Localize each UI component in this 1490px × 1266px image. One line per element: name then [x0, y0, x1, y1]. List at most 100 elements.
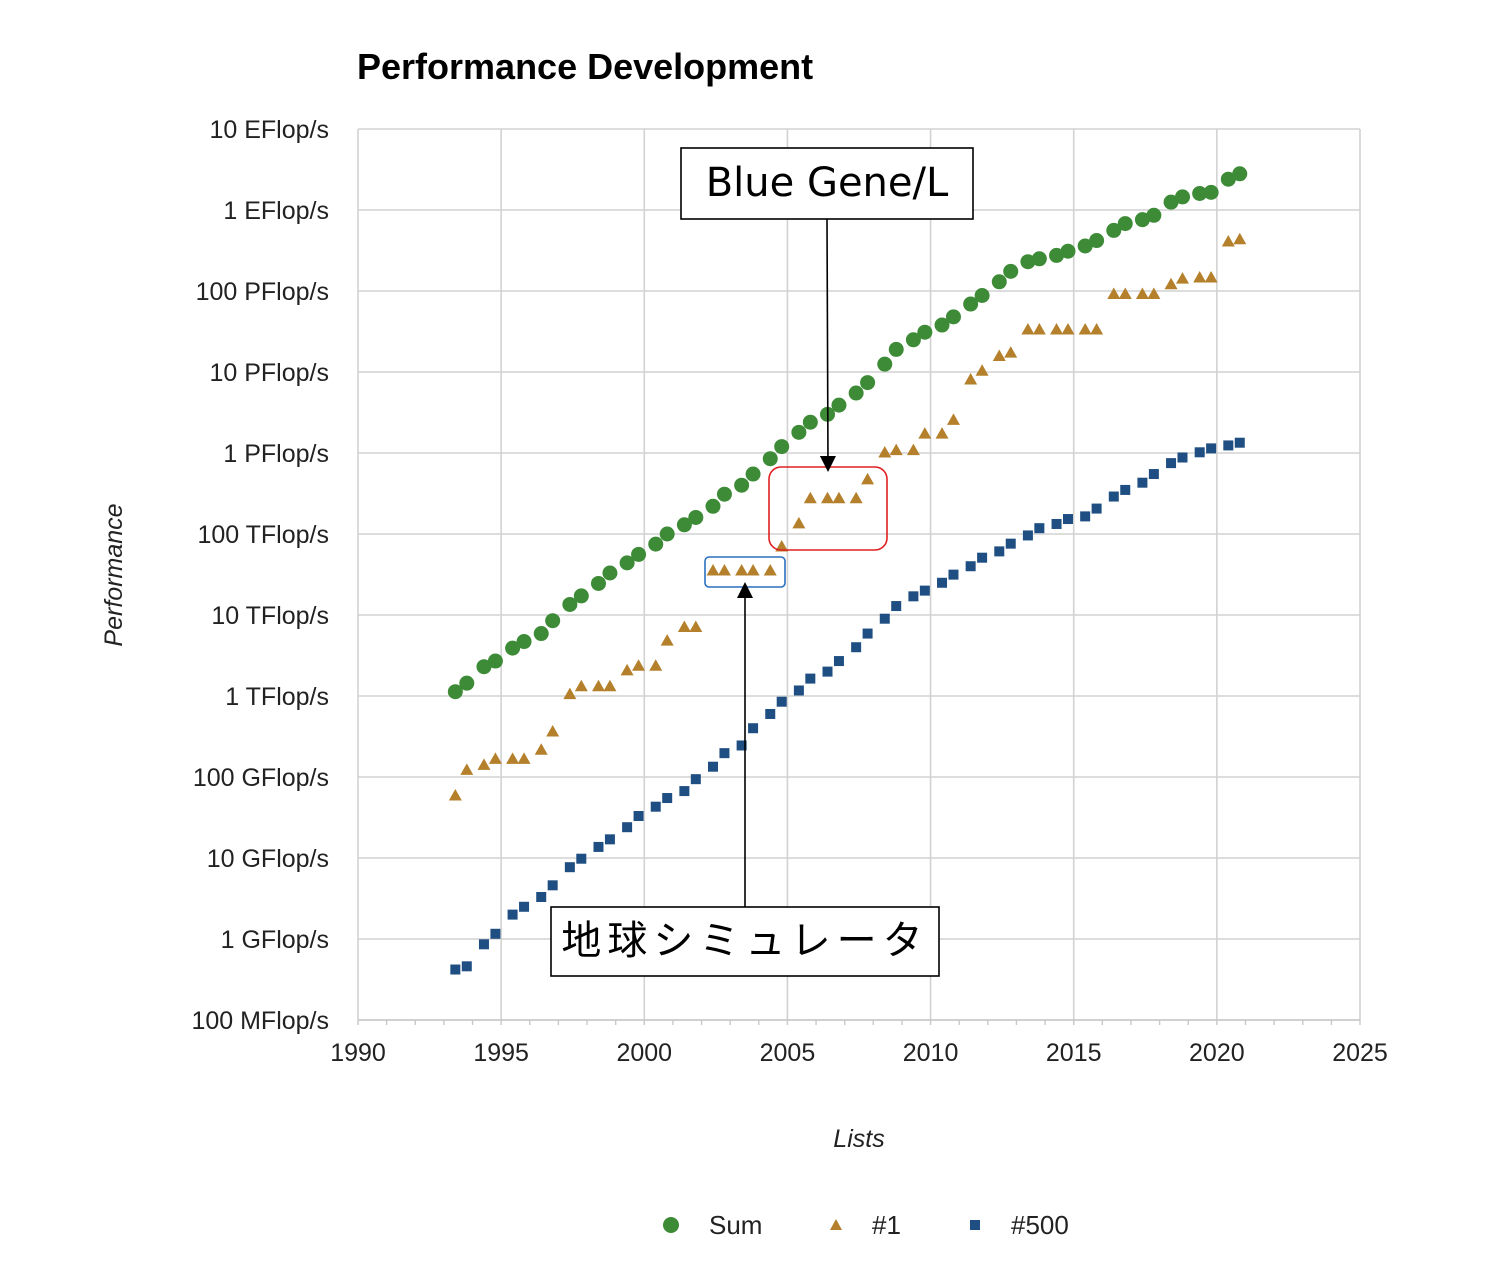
sum-point	[1049, 247, 1065, 263]
rank500-point	[919, 585, 930, 596]
y-tick-label: 100 TFlop/s	[197, 521, 329, 549]
rank500-point	[736, 740, 747, 751]
x-tick-labels: 1990 1995 2000 2005 2010 2015 2020 2025	[330, 1039, 1388, 1067]
x-tick-label: 2010	[903, 1039, 959, 1067]
minor-ticks	[357, 1020, 1361, 1025]
rank500-point	[851, 642, 862, 653]
sum-point	[1203, 184, 1219, 200]
legend-500-marker	[970, 1220, 980, 1230]
sum-point	[888, 341, 904, 357]
y-tick-label: 10 TFlop/s	[211, 602, 329, 630]
rank500-point	[719, 748, 730, 759]
y-tick-labels: 10 EFlop/s 1 EFlop/s 100 PFlop/s 10 PFlop/s…	[191, 116, 329, 1035]
rank500-point	[977, 552, 988, 563]
rank500-point	[908, 591, 919, 602]
sum-point	[934, 317, 950, 333]
top1-point	[1118, 287, 1132, 300]
y-axis-title: Performance	[100, 503, 128, 646]
sum-point	[963, 296, 979, 312]
grid	[357, 128, 1361, 1021]
top1-point	[1078, 322, 1092, 335]
sum-point	[590, 575, 606, 591]
rank500-point	[805, 673, 816, 684]
rank500-point	[650, 801, 661, 812]
sum-point	[1003, 263, 1019, 279]
earth-simulator-label: 地球シミュレータ	[561, 918, 928, 964]
rank500-point	[593, 841, 604, 852]
sum-point	[945, 309, 961, 325]
rank500-point	[994, 546, 1005, 557]
top1-point	[1135, 287, 1149, 300]
sum-point	[659, 526, 675, 542]
rank500-point	[547, 880, 558, 891]
rank500-point	[1062, 514, 1073, 525]
x-tick-label: 2025	[1332, 1039, 1388, 1067]
rank500-point	[822, 666, 833, 677]
top1-point	[763, 563, 777, 576]
top1-point	[603, 679, 617, 692]
rank500-point	[765, 708, 776, 719]
top1-point	[517, 752, 531, 764]
sum-point	[1220, 171, 1236, 187]
sum-point	[573, 588, 589, 604]
top1-point	[1032, 322, 1046, 335]
top1-point	[735, 563, 749, 576]
sum-point	[1232, 166, 1248, 182]
rank500-point	[1108, 491, 1119, 502]
x-tick-label: 2015	[1046, 1039, 1102, 1067]
x-tick-label: 1995	[473, 1039, 529, 1067]
top1-point	[946, 413, 960, 425]
legend: Sum #1 #500	[663, 1210, 1069, 1240]
y-tick-label: 100 GFlop/s	[193, 764, 329, 792]
top1-point	[1050, 322, 1064, 335]
blue-gene-label: Blue Gene/L	[706, 160, 949, 206]
top1-point	[534, 743, 548, 755]
top1-point	[574, 679, 588, 692]
rank500-point	[937, 577, 948, 588]
sum-point	[791, 424, 807, 440]
sum-point	[734, 477, 750, 493]
top1-point	[1061, 322, 1075, 335]
rank500-point	[507, 909, 518, 920]
sum-point	[562, 596, 578, 612]
top1-point	[1204, 270, 1218, 283]
rank500-point	[1120, 484, 1131, 495]
sum-point	[459, 675, 475, 691]
sum-point	[991, 274, 1007, 290]
top1-point	[448, 788, 462, 801]
rank500-point	[1206, 443, 1217, 454]
top1-point	[1107, 287, 1121, 300]
rank500-point	[1166, 458, 1177, 469]
sum-point	[648, 536, 664, 552]
sum-point	[974, 287, 990, 303]
chart-title: Performance Development	[357, 46, 813, 87]
sum-point	[1192, 185, 1208, 201]
sum-point	[831, 397, 847, 413]
x-tick-label: 2000	[616, 1039, 672, 1067]
rank500-point	[879, 613, 890, 624]
rank500-point	[1005, 538, 1016, 549]
rank500-point	[1137, 477, 1148, 488]
sum-point	[1077, 238, 1093, 254]
rank500-point	[1080, 511, 1091, 522]
sum-point	[619, 555, 635, 571]
top1-point	[546, 724, 560, 737]
top1-point	[689, 620, 703, 633]
rank500-point	[461, 961, 472, 972]
x-tick-label: 2005	[760, 1039, 816, 1067]
top1-point	[849, 491, 863, 504]
series-sum	[447, 166, 1248, 700]
rank500-point	[862, 628, 873, 639]
top1-point	[591, 679, 605, 692]
y-tick-label: 1 EFlop/s	[223, 197, 329, 225]
sum-point	[705, 498, 721, 514]
y-tick-label: 10 GFlop/s	[207, 845, 329, 873]
x-axis-title: Lists	[833, 1125, 884, 1153]
sum-point	[533, 626, 549, 642]
sum-point	[545, 613, 561, 629]
rank500-point	[633, 811, 644, 822]
sum-point	[1134, 212, 1150, 228]
rank500-point	[1022, 530, 1033, 541]
rank500-point	[564, 862, 575, 873]
